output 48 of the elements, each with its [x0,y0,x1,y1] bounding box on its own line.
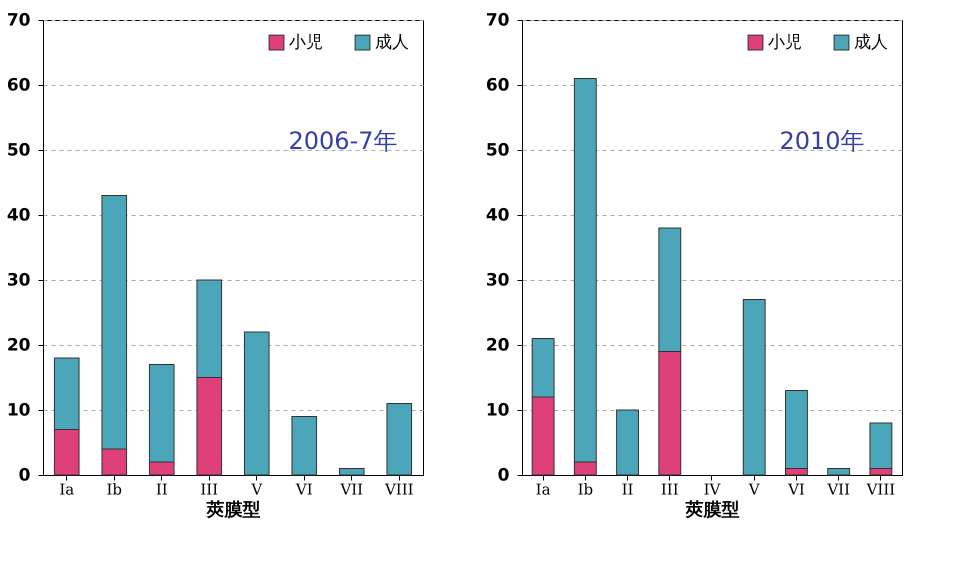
y-tick-label: 60 [486,76,510,96]
x-tick-label: Ib [578,480,594,498]
bar [742,299,766,476]
legend-label: 成人 [375,32,409,53]
x-tick-label: V [250,480,264,498]
x-tick-label: VIII [384,480,414,498]
y-tick-label: 20 [486,336,510,356]
x-tick-label: VII [826,480,850,498]
y-tick-label: 10 [486,400,510,420]
y-tick-label: 50 [486,140,510,160]
x-tick-label: II [622,480,634,498]
y-tick-label: 20 [6,336,31,356]
bar [616,410,639,476]
annotation: 2006-7年 [288,127,398,155]
legend-label: 小児 [768,32,802,53]
x-tick-label: III [200,480,218,498]
bar [244,332,270,476]
annotation: 2010年 [779,127,865,155]
x-tick-label: III [660,480,679,498]
bar [386,403,412,476]
y-tick-label: 40 [486,206,510,226]
y-tick-label: 40 [6,206,31,226]
y-tick-label: 0 [18,466,31,486]
x-axis-title: 莢膜型 [684,500,740,520]
y-tick-label: 70 [6,10,31,30]
bar [827,468,850,476]
x-tick-label: VIII [866,480,896,498]
bar [338,468,365,476]
x-tick-label: Ia [536,480,551,498]
y-tick-label: 10 [6,400,31,420]
x-tick-label: II [156,480,168,498]
y-tick-label: 30 [486,270,510,290]
x-tick-label: IV [704,480,722,498]
x-tick-label: VII [339,480,364,498]
x-tick-label: VI [787,480,805,498]
y-tick-label: 60 [6,76,31,96]
legend-label: 成人 [854,32,888,53]
y-tick-label: 70 [486,10,510,30]
x-axis-title: 莢膜型 [206,500,260,520]
y-tick-label: 30 [6,270,31,290]
legend-label: 小児 [289,32,323,53]
x-tick-label: VI [294,480,313,498]
y-tick-label: 50 [6,140,31,160]
y-tick-label: 0 [498,466,510,486]
x-tick-label: V [748,480,761,498]
bar [291,416,318,476]
x-tick-label: Ib [106,480,122,498]
x-tick-label: Ia [59,480,74,498]
